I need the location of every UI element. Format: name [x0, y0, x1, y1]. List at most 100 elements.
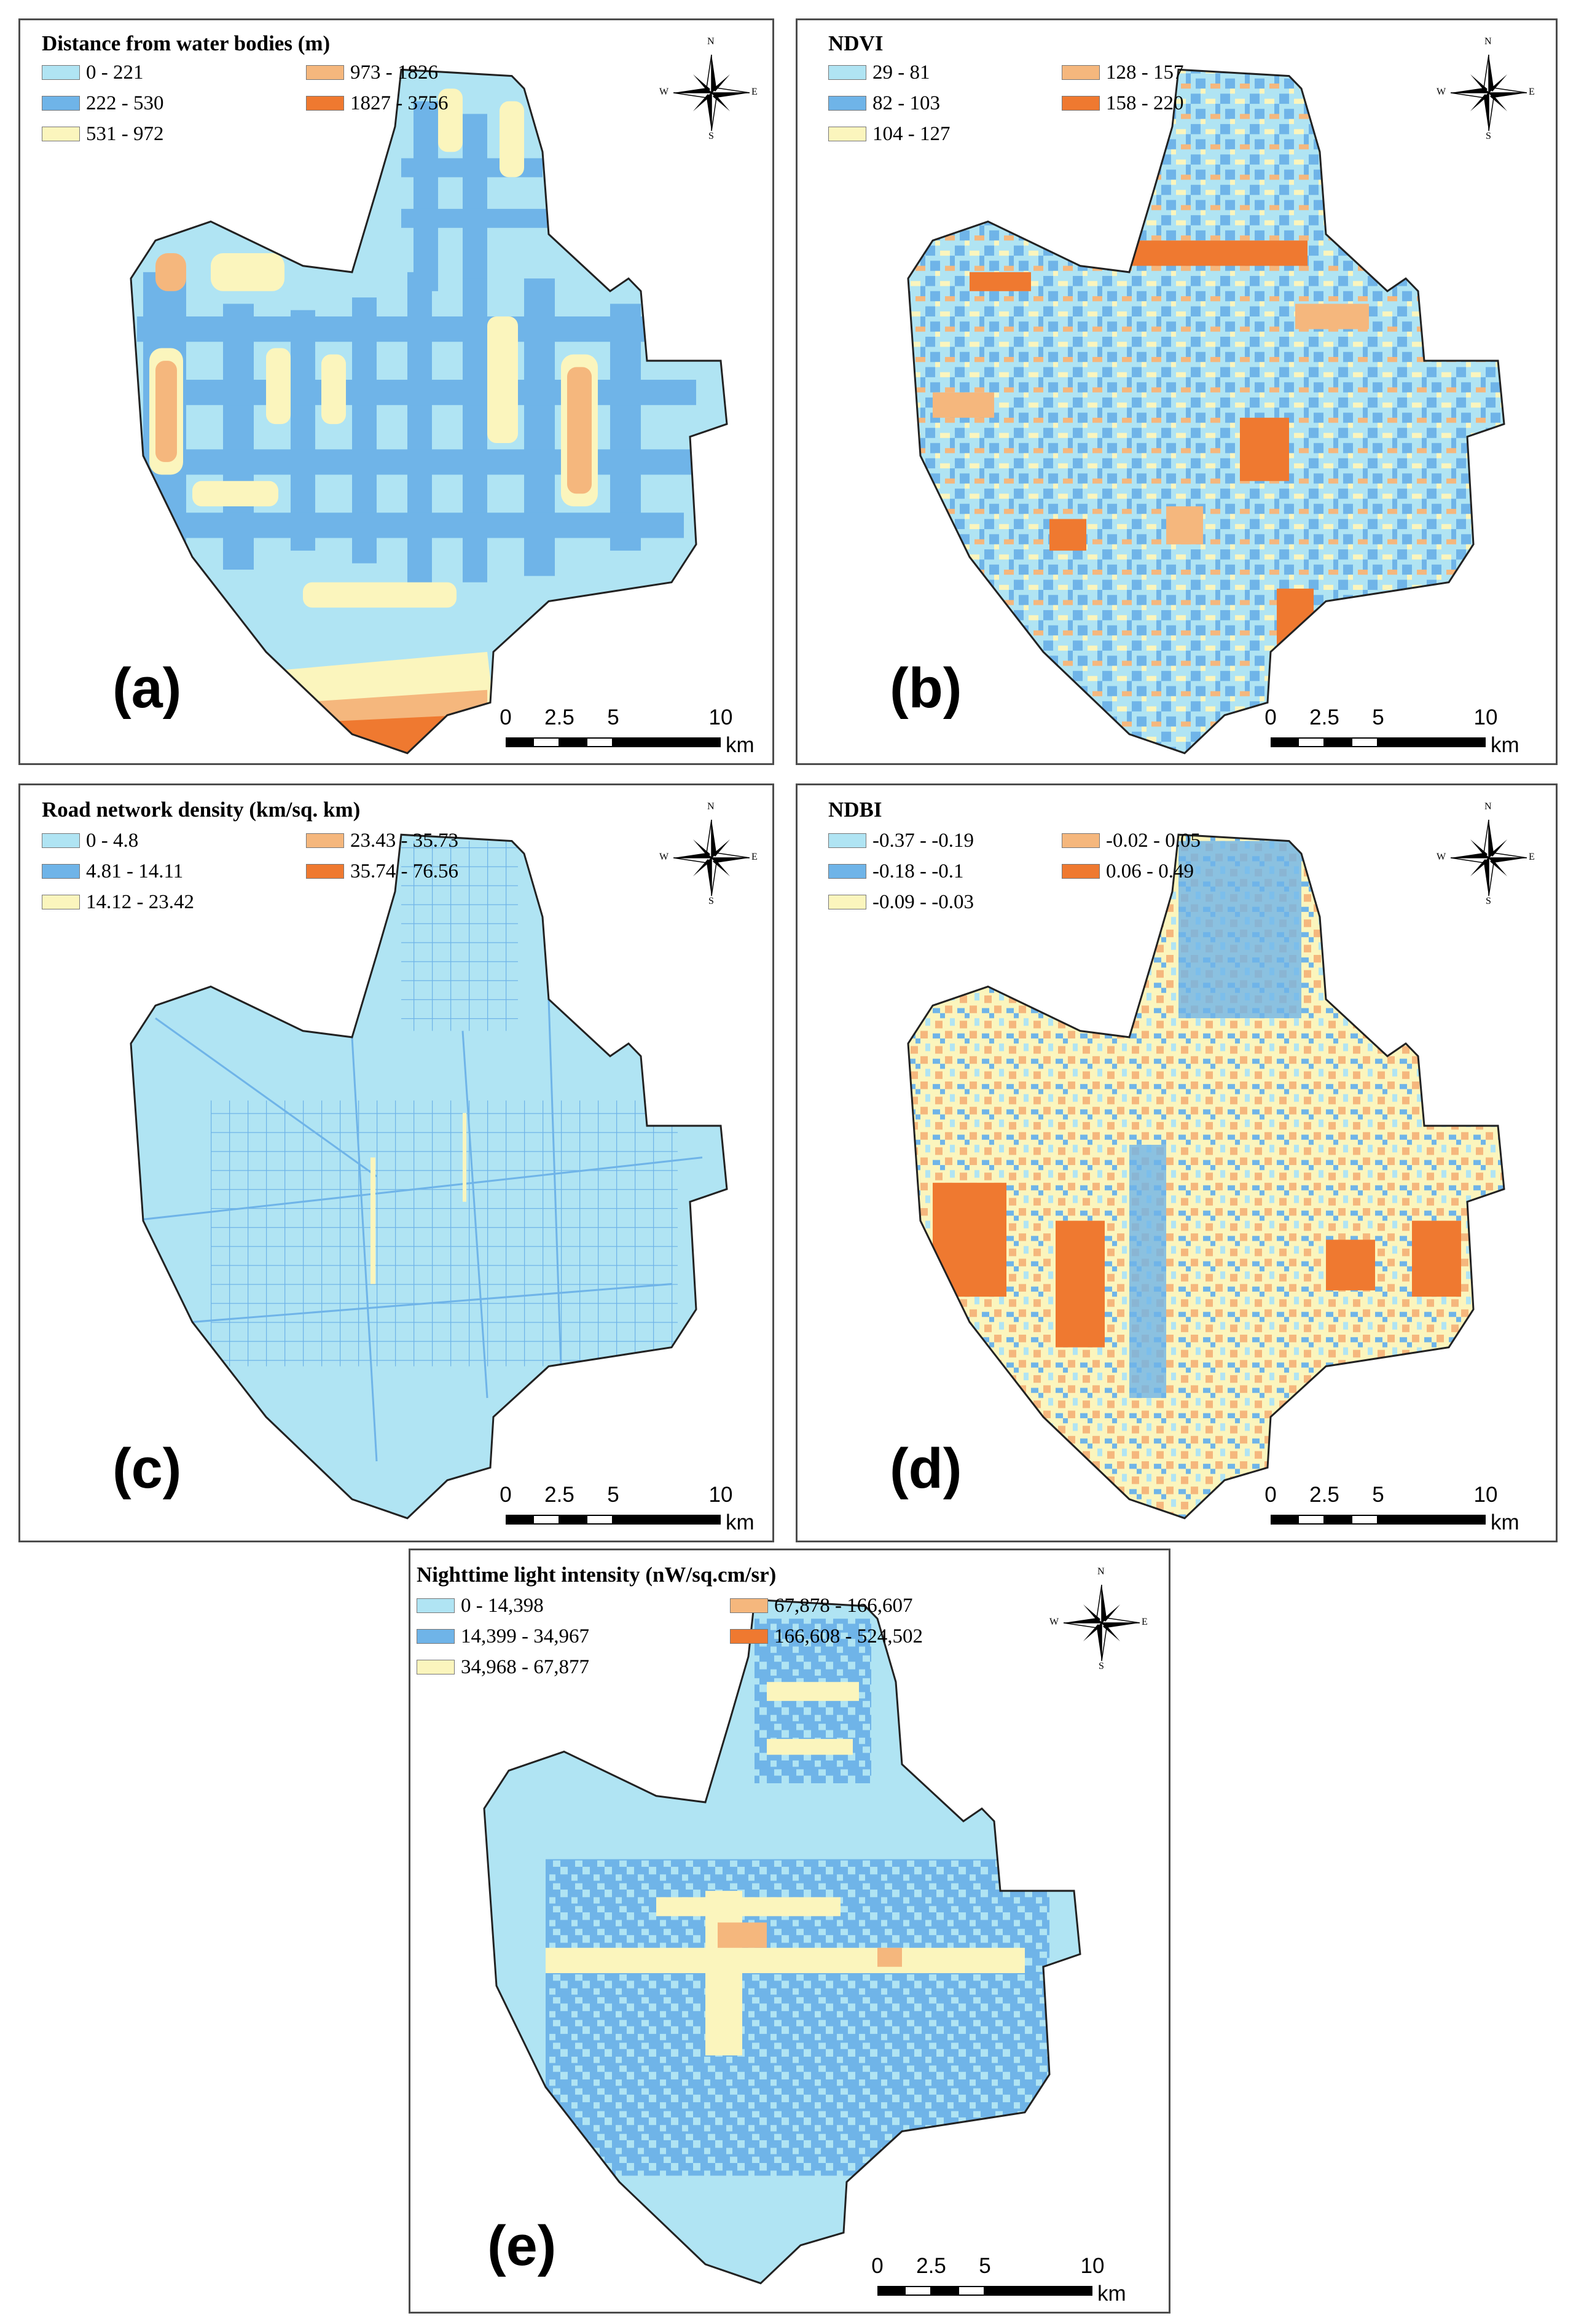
legend-label: 35.74 - 76.56 — [350, 860, 458, 882]
legend-swatch — [42, 65, 80, 80]
scale-bar: 0 2.5 5 10 km — [1264, 705, 1529, 757]
map-title: Road network density (km/sq. km) — [42, 798, 361, 822]
legend-label: 1827 - 3756 — [350, 92, 449, 114]
compass-s-label: S — [1486, 131, 1491, 141]
legend-swatch — [1062, 864, 1100, 879]
legend-label: 222 - 530 — [86, 92, 164, 114]
legend-swatch — [42, 96, 80, 111]
legend-label: 0 - 4.8 — [86, 830, 139, 852]
legend-label: 158 - 220 — [1106, 92, 1184, 114]
scale-segment — [985, 2286, 1092, 2296]
scale-segment — [613, 1515, 721, 1525]
scale-unit: km — [1097, 2282, 1126, 2306]
scale-segment — [532, 1515, 560, 1525]
legend-label: -0.37 - -0.19 — [872, 830, 974, 852]
scale-segment — [904, 2286, 931, 2296]
legend-label: 67,878 - 166,607 — [774, 1595, 913, 1617]
compass-e-label: E — [1529, 852, 1535, 862]
scale-tick-label: 5 — [607, 1483, 619, 1507]
scale-segment — [586, 1515, 613, 1525]
scale-tick-label: 5 — [1372, 705, 1384, 729]
compass-n-label: N — [1484, 801, 1492, 812]
compass-w-label: W — [659, 852, 669, 862]
legend-label: 128 - 157 — [1106, 61, 1184, 84]
compass-s-label: S — [1486, 896, 1491, 906]
legend-label: 82 - 103 — [872, 92, 940, 114]
legend-label: -0.09 - -0.03 — [872, 891, 974, 913]
map-title: Distance from water bodies (m) — [42, 31, 331, 55]
map-panel-distance-water: Distance from water bodies (m) 0 - 221 222… — [18, 18, 774, 765]
scale-segment — [1297, 737, 1325, 747]
legend-label: -0.18 - -0.1 — [872, 860, 964, 882]
legend-swatch — [1062, 65, 1100, 80]
legend-label: 0.06 - 0.49 — [1106, 860, 1194, 882]
map-ndvi — [907, 68, 1505, 755]
scale-tick-label: 0 — [871, 2254, 884, 2278]
scale-tick-label: 10 — [708, 705, 733, 729]
scale-tick-label: 0 — [500, 1483, 512, 1507]
compass-w-label: W — [1437, 852, 1446, 862]
compass-s-label: S — [708, 896, 714, 906]
scale-unit: km — [1491, 1510, 1519, 1534]
scale-segment — [1378, 737, 1486, 747]
map-ndbi — [907, 833, 1505, 1520]
scale-bar: 0 2.5 5 10 km — [871, 2254, 1135, 2306]
legend-swatch — [1062, 833, 1100, 848]
legend-swatch — [306, 96, 344, 111]
scale-segment — [931, 2286, 959, 2296]
scale-segment — [532, 737, 560, 747]
map-road-density — [130, 833, 728, 1520]
legend-swatch — [730, 1598, 768, 1613]
scale-tick-label: 2.5 — [916, 2254, 946, 2278]
north-arrow-icon: N S E W — [1049, 1566, 1148, 1676]
legend-label: 14,399 - 34,967 — [461, 1625, 589, 1647]
legend-swatch — [306, 833, 344, 848]
legend-swatch — [306, 864, 344, 879]
scale-tick-label: 0 — [1264, 705, 1277, 729]
compass-s-label: S — [708, 131, 714, 141]
compass-e-label: E — [751, 852, 758, 862]
north-arrow-icon: N S E W — [659, 801, 758, 911]
map-title: NDBI — [828, 798, 882, 822]
scale-segment — [586, 737, 613, 747]
legend-label: 4.81 - 14.11 — [86, 860, 184, 882]
legend-swatch — [828, 895, 866, 909]
legend-swatch — [828, 96, 866, 111]
legend-swatch — [1062, 96, 1100, 111]
legend-label: 29 - 81 — [872, 61, 930, 84]
scale-unit: km — [726, 733, 755, 757]
compass-n-label: N — [1484, 36, 1492, 47]
legend-swatch — [828, 833, 866, 848]
scale-bar: 0 2.5 5 10 km — [500, 1483, 764, 1534]
compass-e-label: E — [751, 87, 758, 97]
scale-tick-label: 5 — [979, 2254, 991, 2278]
scale-segment — [559, 1515, 587, 1525]
scale-tick-label: 2.5 — [544, 705, 574, 729]
map-title: NDVI — [828, 31, 884, 55]
scale-segment — [1297, 1515, 1325, 1525]
scale-tick-label: 0 — [500, 705, 512, 729]
legend-label: 0 - 221 — [86, 61, 144, 84]
legend-swatch — [417, 1660, 455, 1674]
scale-segment — [1351, 737, 1378, 747]
compass-w-label: W — [1049, 1617, 1059, 1627]
scale-segment — [958, 2286, 985, 2296]
legend-swatch — [730, 1629, 768, 1644]
compass-n-label: N — [707, 36, 715, 47]
scale-tick-label: 2.5 — [1309, 1483, 1339, 1507]
compass-w-label: W — [1437, 87, 1446, 97]
scale-tick-label: 10 — [1473, 705, 1498, 729]
compass-w-label: W — [659, 87, 669, 97]
scale-bar: 0 2.5 5 10 km — [1264, 1483, 1529, 1534]
compass-e-label: E — [1142, 1617, 1148, 1627]
legend-label: 23.43 - 35.73 — [350, 830, 458, 852]
legend-label: 531 - 972 — [86, 123, 164, 145]
compass-s-label: S — [1099, 1661, 1104, 1671]
scale-segment — [506, 1515, 533, 1525]
scale-unit: km — [726, 1510, 755, 1534]
scale-segment — [877, 2286, 904, 2296]
scale-tick-label: 0 — [1264, 1483, 1277, 1507]
legend-swatch — [828, 65, 866, 80]
legend-label: 0 - 14,398 — [461, 1595, 544, 1617]
scale-segment — [1271, 1515, 1298, 1525]
